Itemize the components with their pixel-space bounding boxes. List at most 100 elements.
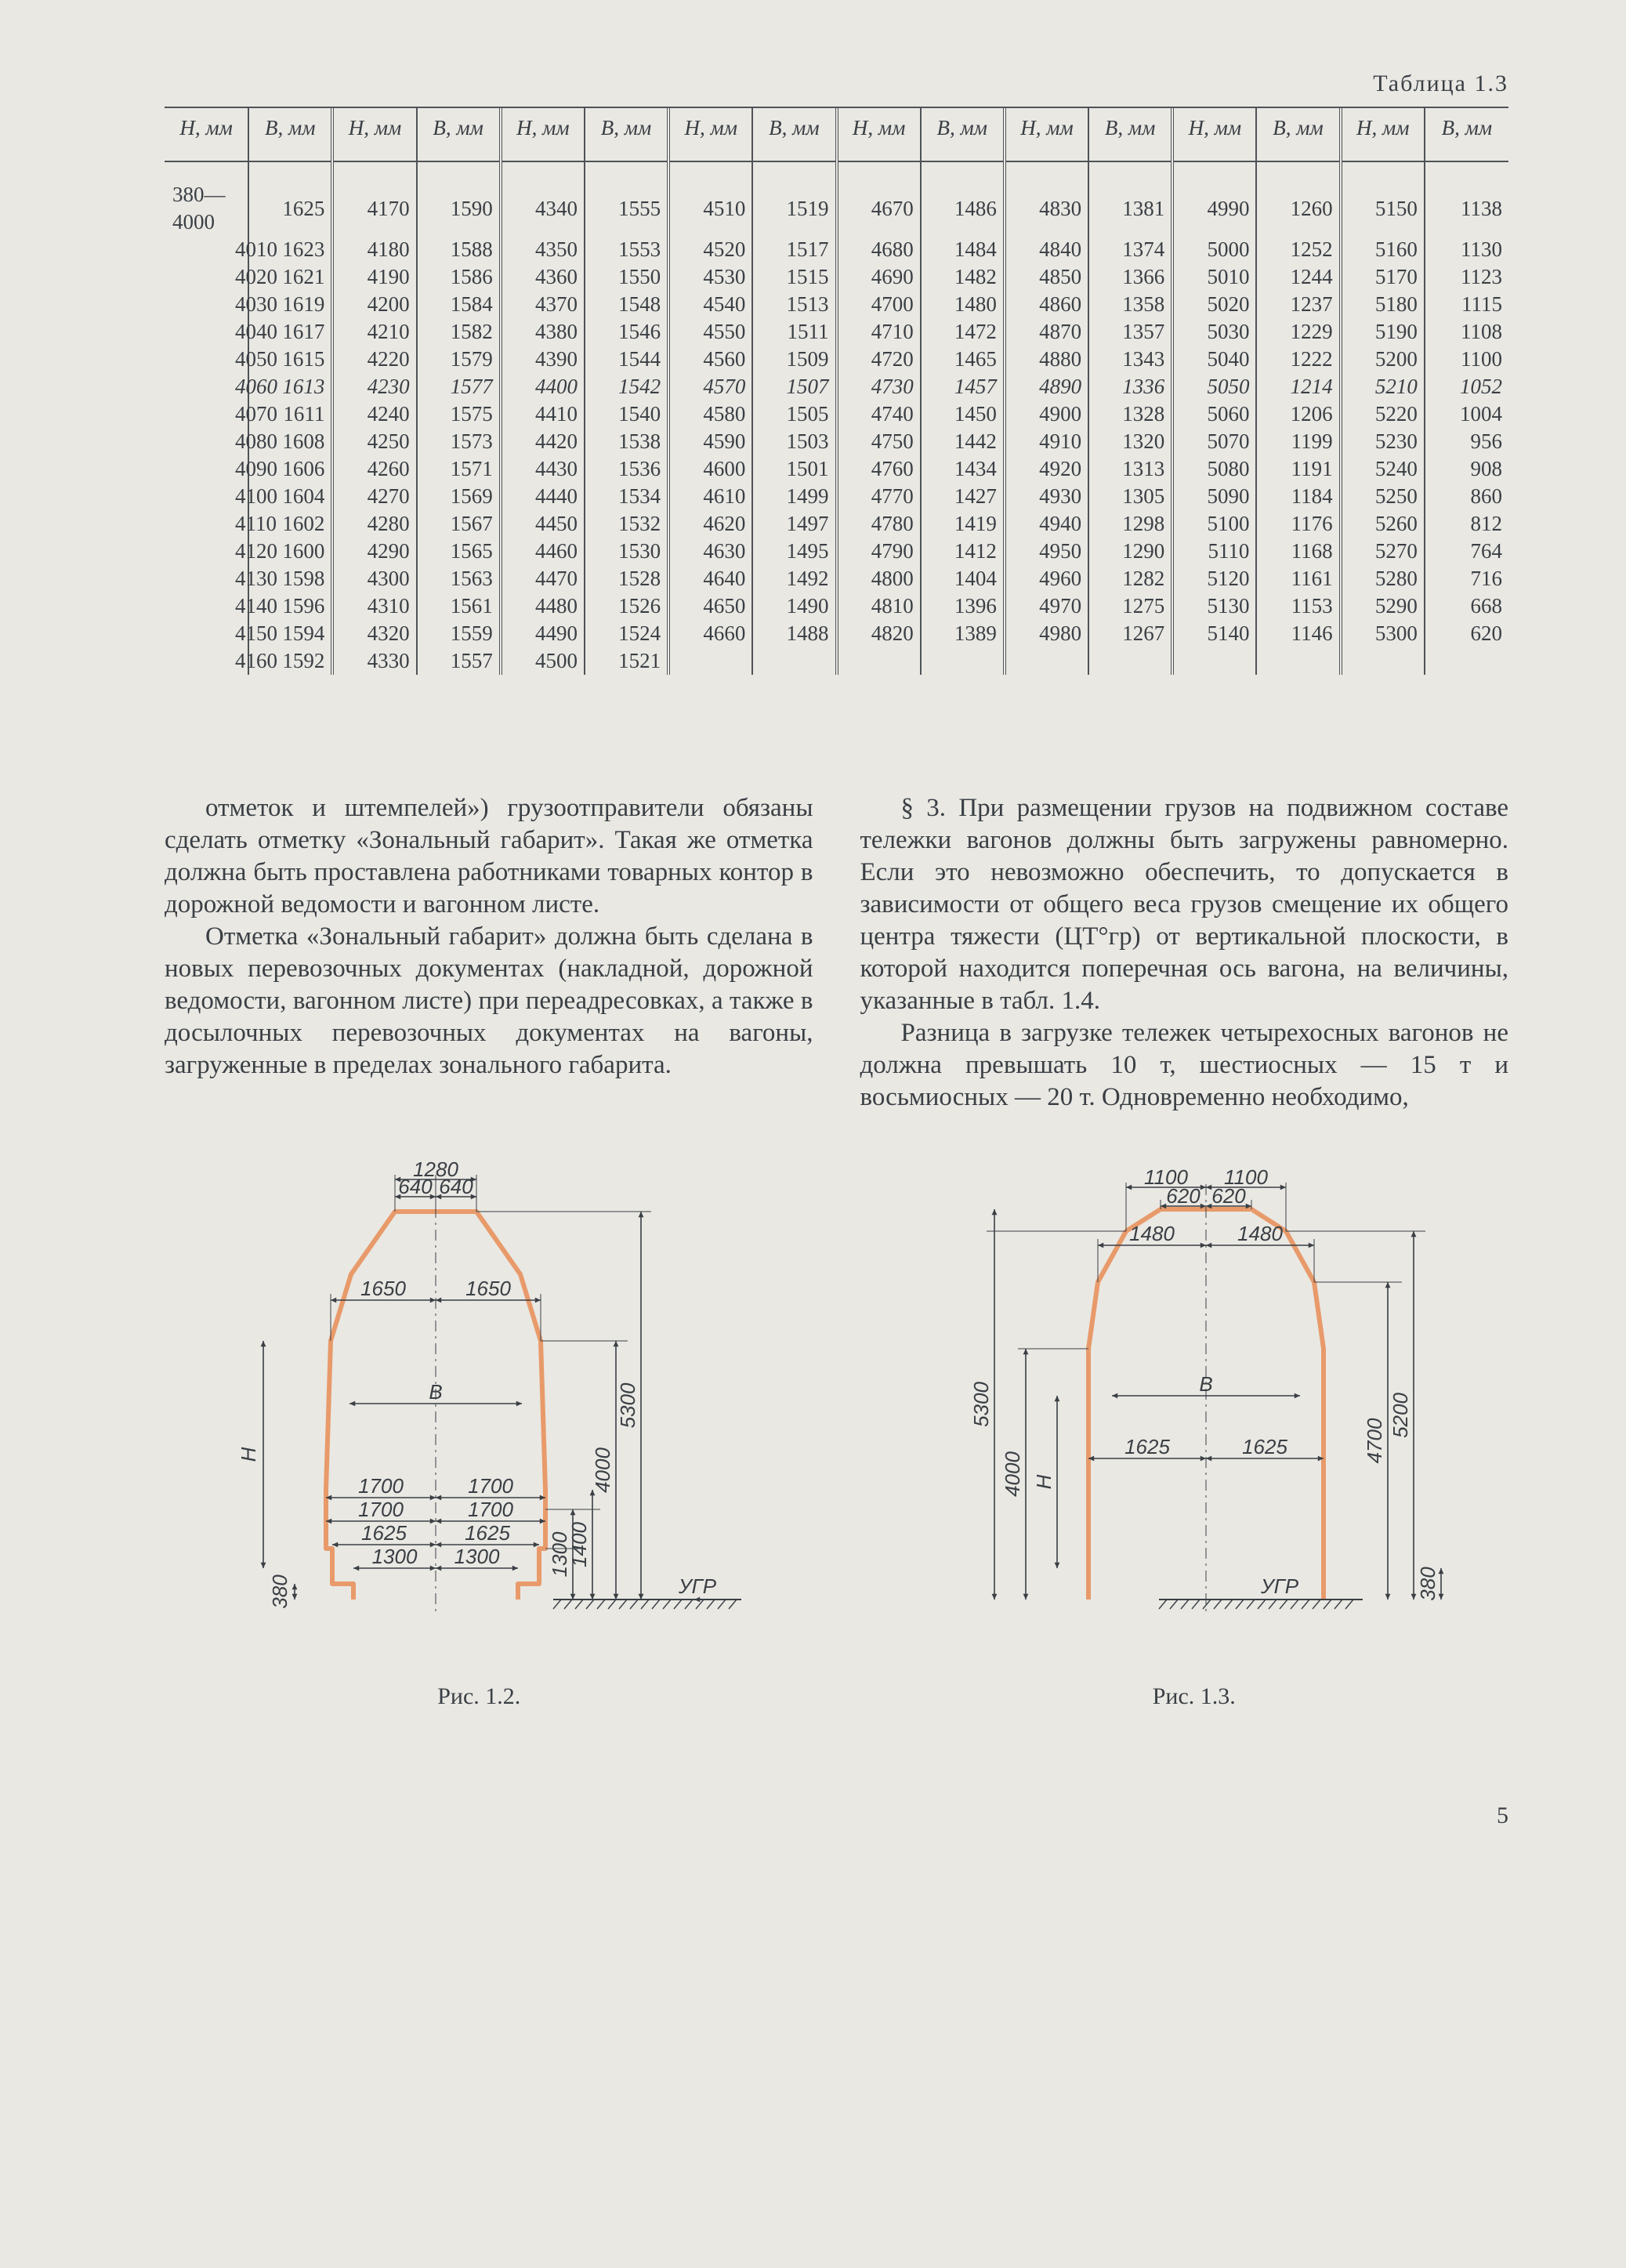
cell: 4630 [668,538,752,565]
figure-1-2: УГР128064064016501650B170017001700170016… [165,1161,794,1710]
cell: 4300 [332,565,416,592]
cell: 4030 [165,291,248,318]
col-header: B, мм [752,108,836,161]
cell: 5000 [1172,236,1256,263]
cell: 1505 [752,400,836,428]
cell: 1490 [752,592,836,620]
cell: 4220 [332,346,416,373]
cell: 4930 [1005,483,1088,510]
cell: 4010 [165,236,248,263]
table-wrap: H, ммB, ммH, ммB, ммH, ммB, ммH, ммB, мм… [165,107,1508,675]
cell: 4310 [332,592,416,620]
cell: 1526 [585,592,668,620]
svg-text:1700: 1700 [468,1498,513,1521]
cell: 4520 [668,236,752,263]
col-header: H, мм [668,108,752,161]
cell: 4820 [837,620,921,647]
cell: 4470 [501,565,585,592]
cell: 716 [1425,565,1508,592]
cell: 4790 [837,538,921,565]
svg-text:B: B [429,1380,443,1404]
cell: 4610 [668,483,752,510]
cell: 1100 [1425,346,1508,373]
cell: 4110 [165,510,248,538]
svg-text:1400: 1400 [567,1522,591,1567]
col-header: B, мм [1256,108,1340,161]
cell: 1559 [417,620,501,647]
cell: 5260 [1341,510,1425,538]
cell: 4700 [837,291,921,318]
cell: 1305 [1088,483,1172,510]
cell: 1191 [1256,455,1340,483]
cell: 4250 [332,428,416,455]
cell: 5130 [1172,592,1256,620]
cell: 1004 [1425,400,1508,428]
cell: 4230 [332,373,416,400]
cell: 4260 [332,455,416,483]
cell [752,647,836,675]
cell: 5060 [1172,400,1256,428]
cell: 5180 [1341,291,1425,318]
cell: 1320 [1088,428,1172,455]
svg-text:4700: 4700 [1363,1418,1386,1463]
cell: 4240 [332,400,416,428]
cell: 1244 [1256,263,1340,291]
cell: 4410 [501,400,585,428]
cell: 1530 [585,538,668,565]
svg-text:640: 640 [399,1175,433,1198]
cell: 4870 [1005,318,1088,346]
cell: 1260 [1256,161,1340,236]
figure-caption: Рис. 1.2. [165,1683,794,1710]
cell: 4800 [837,565,921,592]
cell: 1168 [1256,538,1340,565]
cell: 1484 [921,236,1005,263]
cell: 5110 [1172,538,1256,565]
cell: 1357 [1088,318,1172,346]
para: Разница в загрузке тележек четырехосных … [860,1017,1509,1114]
cell: 1584 [417,291,501,318]
cell: 4850 [1005,263,1088,291]
cell: 5100 [1172,510,1256,538]
cell: 4200 [332,291,416,318]
cell: 5040 [1172,346,1256,373]
cell: 5120 [1172,565,1256,592]
cell: 4530 [668,263,752,291]
cell: 1358 [1088,291,1172,318]
cell: 1290 [1088,538,1172,565]
cell: 1282 [1088,565,1172,592]
cell: 5250 [1341,483,1425,510]
cell: 1396 [921,592,1005,620]
cell: 1567 [417,510,501,538]
cell: 1588 [417,236,501,263]
cell: 4350 [501,236,585,263]
cell: 1267 [1088,620,1172,647]
cell: 1563 [417,565,501,592]
cell: 4970 [1005,592,1088,620]
cell: 1176 [1256,510,1340,538]
cell: 1184 [1256,483,1340,510]
cell: 5220 [1341,400,1425,428]
cell: 4280 [332,510,416,538]
cell: 1521 [585,647,668,675]
cell: 908 [1425,455,1508,483]
text-columns: отметок и штемпелей») грузоотправители о… [165,792,1508,1114]
cell: 4940 [1005,510,1088,538]
cell: 1561 [417,592,501,620]
cell: 4120 [165,538,248,565]
cell: 1153 [1256,592,1340,620]
cell: 4340 [501,161,585,236]
svg-text:1300: 1300 [454,1545,500,1568]
cell: 5150 [1341,161,1425,236]
cell: 4600 [668,455,752,483]
cell: 1590 [417,161,501,236]
cell: 1548 [585,291,668,318]
svg-text:1625: 1625 [1242,1435,1287,1458]
cell: 1513 [752,291,836,318]
cell: 4480 [501,592,585,620]
svg-text:H: H [237,1447,260,1462]
cell: 4180 [332,236,416,263]
cell: 4560 [668,346,752,373]
col-header: H, мм [1341,108,1425,161]
cell: 1313 [1088,455,1172,483]
cell: 4060 [165,373,248,400]
